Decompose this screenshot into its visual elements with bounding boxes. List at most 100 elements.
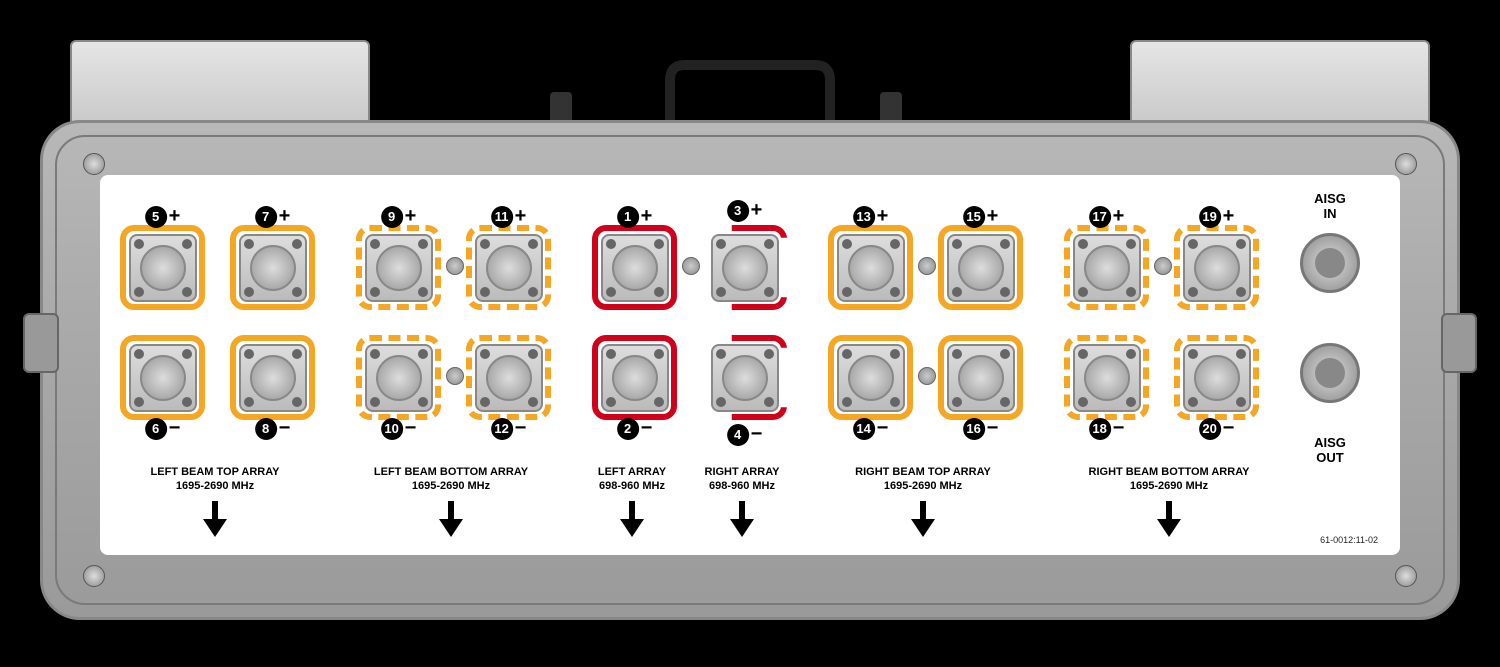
rf-port-6: 6− <box>120 335 205 420</box>
port-number: 4 <box>727 424 749 446</box>
side-tab-left <box>23 313 59 373</box>
port-label-6: 6− <box>145 417 181 440</box>
group-title: RIGHT BEAM TOP ARRAY <box>833 465 1013 479</box>
rf-port-8: 8− <box>230 335 315 420</box>
rf-port-11: 11+ <box>466 225 551 310</box>
port-label-9: 9+ <box>381 205 417 228</box>
rf-port-1: 1+ <box>592 225 677 310</box>
rf-port-18: 18− <box>1064 335 1149 420</box>
polarity-sign: + <box>987 205 999 228</box>
group-freq: 1695-2690 MHz <box>1079 479 1259 493</box>
polarity-sign: − <box>987 417 999 440</box>
polarity-sign: − <box>279 417 291 440</box>
connector-icon <box>239 234 307 302</box>
port-label-16: 16− <box>963 417 999 440</box>
port-label-7: 7+ <box>255 205 291 228</box>
port-number: 20 <box>1199 418 1221 440</box>
polarity-sign: + <box>1113 205 1125 228</box>
label-panel: 5+7+9+11+1+3+13+15+17+19+6−8−10−12−2−4−1… <box>100 175 1400 555</box>
rf-port-14: 14− <box>828 335 913 420</box>
array-group-label: RIGHT BEAM TOP ARRAY1695-2690 MHz <box>833 465 1013 494</box>
part-number: 61-0012:11-02 <box>1320 535 1378 545</box>
chassis-screw <box>1395 565 1417 587</box>
connector-icon <box>947 234 1015 302</box>
rf-port-13: 13+ <box>828 225 913 310</box>
array-group-label: RIGHT BEAM BOTTOM ARRAY1695-2690 MHz <box>1079 465 1259 494</box>
polarity-sign: − <box>515 417 527 440</box>
connector-icon <box>837 234 905 302</box>
port-label-1: 1+ <box>617 205 653 228</box>
panel-screw <box>918 367 936 385</box>
group-freq: 1695-2690 MHz <box>361 479 541 493</box>
connector-icon <box>1073 344 1141 412</box>
connector-icon <box>365 344 433 412</box>
connector-icon <box>1183 344 1251 412</box>
connector-icon <box>711 234 779 302</box>
aisg-in-label: AISG IN <box>1302 191 1358 221</box>
group-title: RIGHT BEAM BOTTOM ARRAY <box>1079 465 1259 479</box>
polarity-sign: − <box>641 417 653 440</box>
polarity-sign: − <box>751 423 763 446</box>
panel-screw <box>918 257 936 275</box>
port-number: 2 <box>617 418 639 440</box>
array-group-label: RIGHT ARRAY698-960 MHz <box>652 465 832 494</box>
rf-port-7: 7+ <box>230 225 315 310</box>
group-freq: 1695-2690 MHz <box>833 479 1013 493</box>
array-group-label: LEFT BEAM BOTTOM ARRAY1695-2690 MHz <box>361 465 541 494</box>
group-title: LEFT BEAM BOTTOM ARRAY <box>361 465 541 479</box>
panel-screw <box>1154 257 1172 275</box>
group-title: RIGHT ARRAY <box>652 465 832 479</box>
port-number: 6 <box>145 418 167 440</box>
connector-icon <box>601 234 669 302</box>
connector-icon <box>601 344 669 412</box>
port-number: 15 <box>963 206 985 228</box>
port-number: 8 <box>255 418 277 440</box>
port-label-15: 15+ <box>963 205 999 228</box>
polarity-sign: + <box>1223 205 1235 228</box>
group-title: LEFT BEAM TOP ARRAY <box>125 465 305 479</box>
connector-icon <box>129 234 197 302</box>
panel-screw <box>446 367 464 385</box>
port-label-8: 8− <box>255 417 291 440</box>
rf-port-2: 2− <box>592 335 677 420</box>
rf-port-19: 19+ <box>1174 225 1259 310</box>
chassis-screw <box>83 153 105 175</box>
polarity-sign: + <box>515 205 527 228</box>
rf-port-12: 12− <box>466 335 551 420</box>
port-number: 3 <box>727 200 749 222</box>
rf-port-3: 3+ <box>702 225 787 310</box>
port-number: 10 <box>381 418 403 440</box>
polarity-sign: − <box>405 417 417 440</box>
port-label-13: 13+ <box>853 205 889 228</box>
chassis-screw <box>83 565 105 587</box>
connector-icon <box>947 344 1015 412</box>
port-label-4: 4− <box>727 423 763 446</box>
port-number: 16 <box>963 418 985 440</box>
polarity-sign: − <box>1223 417 1235 440</box>
polarity-sign: + <box>877 205 889 228</box>
polarity-sign: − <box>877 417 889 440</box>
port-number: 13 <box>853 206 875 228</box>
polarity-sign: + <box>405 205 417 228</box>
port-label-19: 19+ <box>1199 205 1235 228</box>
rf-port-9: 9+ <box>356 225 441 310</box>
polarity-sign: − <box>169 417 181 440</box>
port-grid: 5+7+9+11+1+3+13+15+17+19+6−8−10−12−2−4−1… <box>120 193 1380 453</box>
polarity-sign: − <box>1113 417 1125 440</box>
connector-icon <box>1073 234 1141 302</box>
top-module-left <box>70 40 370 130</box>
port-number: 1 <box>617 206 639 228</box>
connector-icon <box>365 234 433 302</box>
rf-port-15: 15+ <box>938 225 1023 310</box>
port-label-5: 5+ <box>145 205 181 228</box>
polarity-sign: + <box>169 205 181 228</box>
connector-icon <box>475 234 543 302</box>
port-label-11: 11+ <box>491 205 527 228</box>
port-label-18: 18− <box>1089 417 1125 440</box>
port-number: 18 <box>1089 418 1111 440</box>
chassis-screw <box>1395 153 1417 175</box>
aisg-out-label: AISG OUT <box>1302 435 1358 465</box>
port-number: 7 <box>255 206 277 228</box>
port-number: 5 <box>145 206 167 228</box>
port-label-12: 12− <box>491 417 527 440</box>
